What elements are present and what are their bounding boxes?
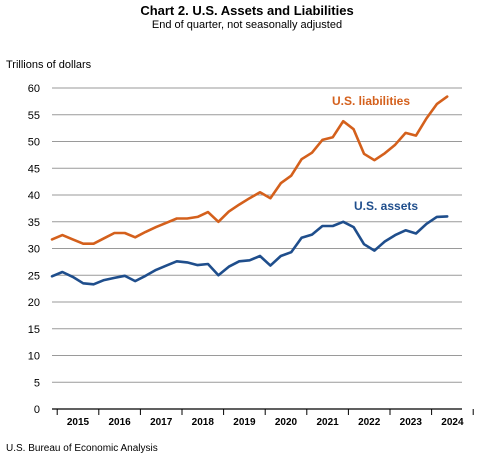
source-note: U.S. Bureau of Economic Analysis — [6, 443, 158, 454]
y-tick-label: 20 — [28, 297, 40, 309]
x-tick-label: 2018 — [192, 417, 215, 428]
x-tick-label: 2020 — [275, 417, 298, 428]
gridlines — [52, 87, 462, 383]
y-axis-label: Trillions of dollars — [6, 59, 92, 71]
assets-label: U.S. assets — [354, 199, 418, 213]
y-tick-label: 25 — [28, 270, 40, 282]
series-lines — [50, 95, 449, 286]
x-tick-label: 2019 — [233, 417, 256, 428]
x-tick-label: 2015 — [67, 417, 90, 428]
x-tick-label: 2023 — [400, 417, 423, 428]
liabilities-line — [50, 95, 449, 245]
y-tick-label: 10 — [28, 351, 40, 363]
x-tick-label: 2022 — [358, 417, 381, 428]
y-tick-label: 30 — [28, 244, 40, 256]
series-labels: U.S. liabilities U.S. assets — [332, 94, 418, 213]
liabilities-label: U.S. liabilities — [332, 94, 410, 108]
chart-subtitle: End of quarter, not seasonally adjusted — [151, 19, 343, 31]
x-tick-label: 2017 — [150, 417, 173, 428]
y-tick-label: 15 — [28, 324, 40, 336]
x-tick-label: 2021 — [316, 417, 339, 428]
y-tick-label: 55 — [28, 110, 40, 122]
assets-line — [50, 215, 449, 286]
y-tick-labels: 0 5 10 15 20 25 30 35 40 45 50 55 60 — [28, 83, 40, 416]
y-tick-label: 50 — [28, 137, 40, 149]
y-tick-label: 5 — [34, 377, 40, 389]
y-tick-label: 35 — [28, 217, 40, 229]
y-tick-label: 40 — [28, 190, 40, 202]
x-tick-label: 2024 — [441, 417, 464, 428]
x-axis: 2015 2016 2017 2018 2019 2020 2021 2022 2023 2024 — [52, 408, 474, 428]
y-tick-label: 45 — [28, 163, 40, 175]
x-tick-label: 2016 — [108, 417, 131, 428]
y-tick-label: 60 — [28, 83, 40, 95]
chart-title: Chart 2. U.S. Assets and Liabilities — [140, 3, 354, 18]
y-tick-label: 0 — [34, 404, 40, 416]
